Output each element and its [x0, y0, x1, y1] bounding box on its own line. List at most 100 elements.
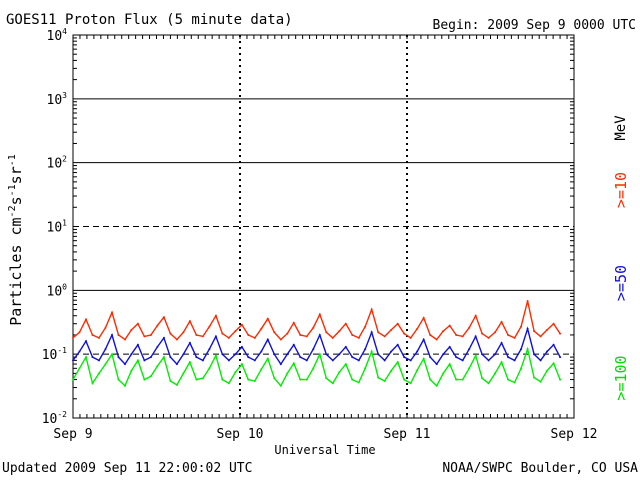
data-point-series-2: [422, 357, 425, 360]
x-tick-label: Sep 9: [53, 427, 92, 442]
y-tick-label: 10-1: [42, 346, 67, 363]
data-point-series-2: [221, 378, 224, 381]
data-point-series-2: [273, 377, 276, 380]
y-tick-label: 10-2: [42, 410, 67, 427]
data-point-series-2: [72, 378, 74, 381]
data-point-series-0: [383, 335, 386, 338]
data-point-series-1: [507, 356, 510, 359]
data-point-series-1: [182, 353, 185, 356]
data-point-series-0: [136, 322, 139, 325]
data-point-series-2: [429, 378, 432, 381]
data-point-series-2: [234, 371, 237, 374]
data-point-series-2: [214, 354, 217, 357]
data-point-series-0: [273, 331, 276, 334]
data-point-series-0: [72, 336, 74, 339]
data-point-series-1: [487, 359, 490, 362]
data-point-series-2: [481, 377, 484, 380]
data-point-series-1: [325, 353, 328, 356]
data-point-series-1: [344, 345, 347, 348]
data-point-series-0: [208, 325, 211, 328]
data-point-series-0: [461, 335, 464, 338]
data-point-series-2: [111, 353, 113, 356]
y-tick-label: 104: [47, 27, 68, 44]
data-point-series-0: [221, 332, 224, 335]
data-point-series-2: [468, 367, 471, 370]
data-point-series-2: [143, 378, 146, 381]
data-point-series-0: [448, 324, 451, 327]
data-point-series-2: [403, 378, 406, 381]
data-point-series-2: [124, 384, 126, 387]
data-point-series-0: [214, 314, 217, 317]
data-point-series-1: [130, 353, 133, 356]
data-point-series-0: [331, 336, 334, 339]
data-point-series-2: [130, 369, 133, 372]
data-point-series-2: [390, 369, 393, 372]
data-point-series-1: [312, 348, 315, 351]
data-point-series-1: [292, 343, 295, 346]
data-point-series-1: [442, 353, 445, 356]
data-point-series-1: [409, 359, 412, 362]
data-point-series-0: [240, 323, 243, 326]
data-point-series-0: [85, 318, 87, 321]
data-point-series-1: [247, 356, 250, 359]
data-point-series-0: [390, 328, 393, 331]
begin-time: Begin: 2009 Sep 9 0000 UTC: [433, 18, 637, 33]
data-point-series-2: [500, 361, 503, 364]
data-point-series-2: [409, 382, 412, 385]
plot-area: [72, 34, 575, 419]
y-tick-label: 101: [47, 219, 68, 236]
data-point-series-0: [416, 327, 419, 330]
data-point-series-1: [240, 345, 243, 348]
data-point-series-2: [188, 361, 191, 364]
data-point-series-2: [195, 378, 198, 381]
data-point-series-0: [91, 334, 94, 336]
data-point-series-1: [351, 356, 354, 359]
data-point-series-2: [149, 375, 152, 378]
data-point-series-0: [344, 322, 347, 325]
data-point-series-2: [208, 367, 211, 370]
data-point-series-2: [396, 361, 399, 364]
data-point-series-2: [260, 368, 263, 371]
x-tick-label: Sep 12: [551, 427, 598, 442]
data-point-series-0: [305, 335, 308, 338]
data-point-series-2: [351, 378, 354, 381]
data-point-series-1: [273, 353, 276, 356]
data-point-series-2: [383, 380, 386, 382]
data-point-series-2: [461, 378, 464, 381]
data-point-series-1: [221, 353, 224, 356]
data-point-series-2: [247, 378, 250, 381]
data-point-series-2: [364, 367, 367, 370]
data-point-series-0: [325, 331, 328, 334]
data-point-series-0: [370, 308, 373, 311]
data-point-series-0: [227, 336, 230, 339]
data-point-series-2: [377, 376, 380, 379]
data-point-series-2: [533, 376, 536, 379]
data-point-series-1: [85, 340, 87, 343]
data-point-series-0: [124, 338, 126, 341]
data-point-series-0: [98, 336, 100, 339]
data-point-series-0: [234, 330, 237, 333]
data-point-series-1: [260, 350, 263, 353]
data-point-series-1: [429, 356, 432, 359]
data-point-series-2: [546, 369, 549, 372]
data-point-series-2: [539, 380, 542, 383]
data-point-series-2: [117, 378, 120, 381]
series-line-2: [72, 346, 561, 388]
data-point-series-1: [143, 359, 146, 362]
data-point-series-0: [78, 331, 81, 334]
data-point-series-0: [422, 316, 425, 319]
data-point-series-0: [481, 332, 484, 335]
data-point-series-1: [136, 343, 139, 346]
data-point-series-0: [351, 334, 354, 336]
data-point-series-2: [325, 377, 328, 380]
data-point-series-2: [305, 378, 308, 381]
data-point-series-2: [338, 371, 341, 374]
data-point-series-1: [416, 350, 419, 353]
data-point-series-1: [286, 353, 289, 356]
data-point-series-0: [247, 334, 250, 336]
data-point-series-0: [104, 326, 107, 329]
data-point-series-2: [98, 372, 100, 375]
data-point-series-0: [299, 334, 302, 336]
data-point-series-0: [533, 330, 536, 333]
data-point-series-2: [559, 378, 562, 381]
